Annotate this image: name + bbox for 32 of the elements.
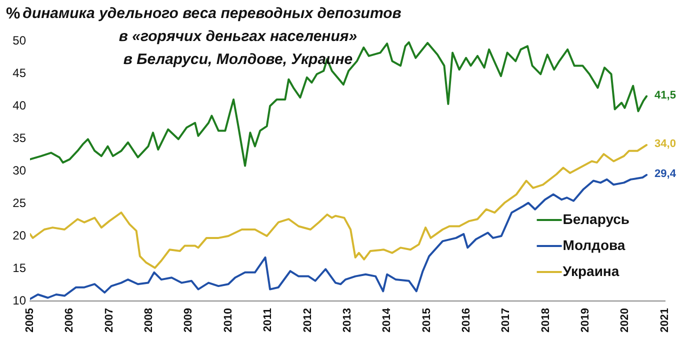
y-tick-label: 15: [12, 260, 26, 275]
data-label: 41,5: [654, 89, 676, 102]
x-tick-label: 2019: [579, 308, 592, 332]
y-tick-label: 30: [12, 163, 26, 178]
y-tick-label: 35: [12, 130, 26, 145]
legend-label: Беларусь: [562, 210, 630, 227]
y-tick-label: 25: [12, 196, 26, 210]
x-tick-label: 2005: [24, 308, 36, 332]
x-tick-label: 2012: [302, 308, 314, 332]
legend-label: Молдова: [562, 236, 626, 253]
x-tick-label: 2016: [460, 308, 472, 332]
data-label: 34,0: [654, 138, 676, 150]
x-tick-label: 2013: [341, 308, 354, 332]
x-tick-label: 2007: [103, 308, 116, 332]
x-tick-label: 2006: [64, 308, 76, 332]
x-tick-label: 2014: [381, 307, 394, 332]
x-tick-label: 2010: [222, 308, 234, 332]
x-tick-label: 2009: [182, 308, 195, 332]
x-tick-label: 2021: [658, 308, 671, 332]
x-tick-label: 2018: [540, 308, 552, 332]
y-tick-label: 10: [12, 293, 26, 308]
x-tick-label: 2015: [420, 308, 433, 332]
y-tick-label: 40: [12, 98, 26, 112]
data-label: 29,4: [654, 168, 677, 180]
y-tick-label: 20: [12, 228, 26, 242]
x-tick-label: 2020: [619, 308, 632, 332]
y-axis-title: %: [6, 5, 20, 22]
x-tick-label: 2011: [262, 308, 274, 332]
x-tick-label: 2008: [143, 308, 156, 332]
legend-label: Украина: [562, 262, 620, 279]
x-tick-label: 2017: [500, 308, 512, 332]
y-tick-label: 45: [12, 66, 26, 80]
